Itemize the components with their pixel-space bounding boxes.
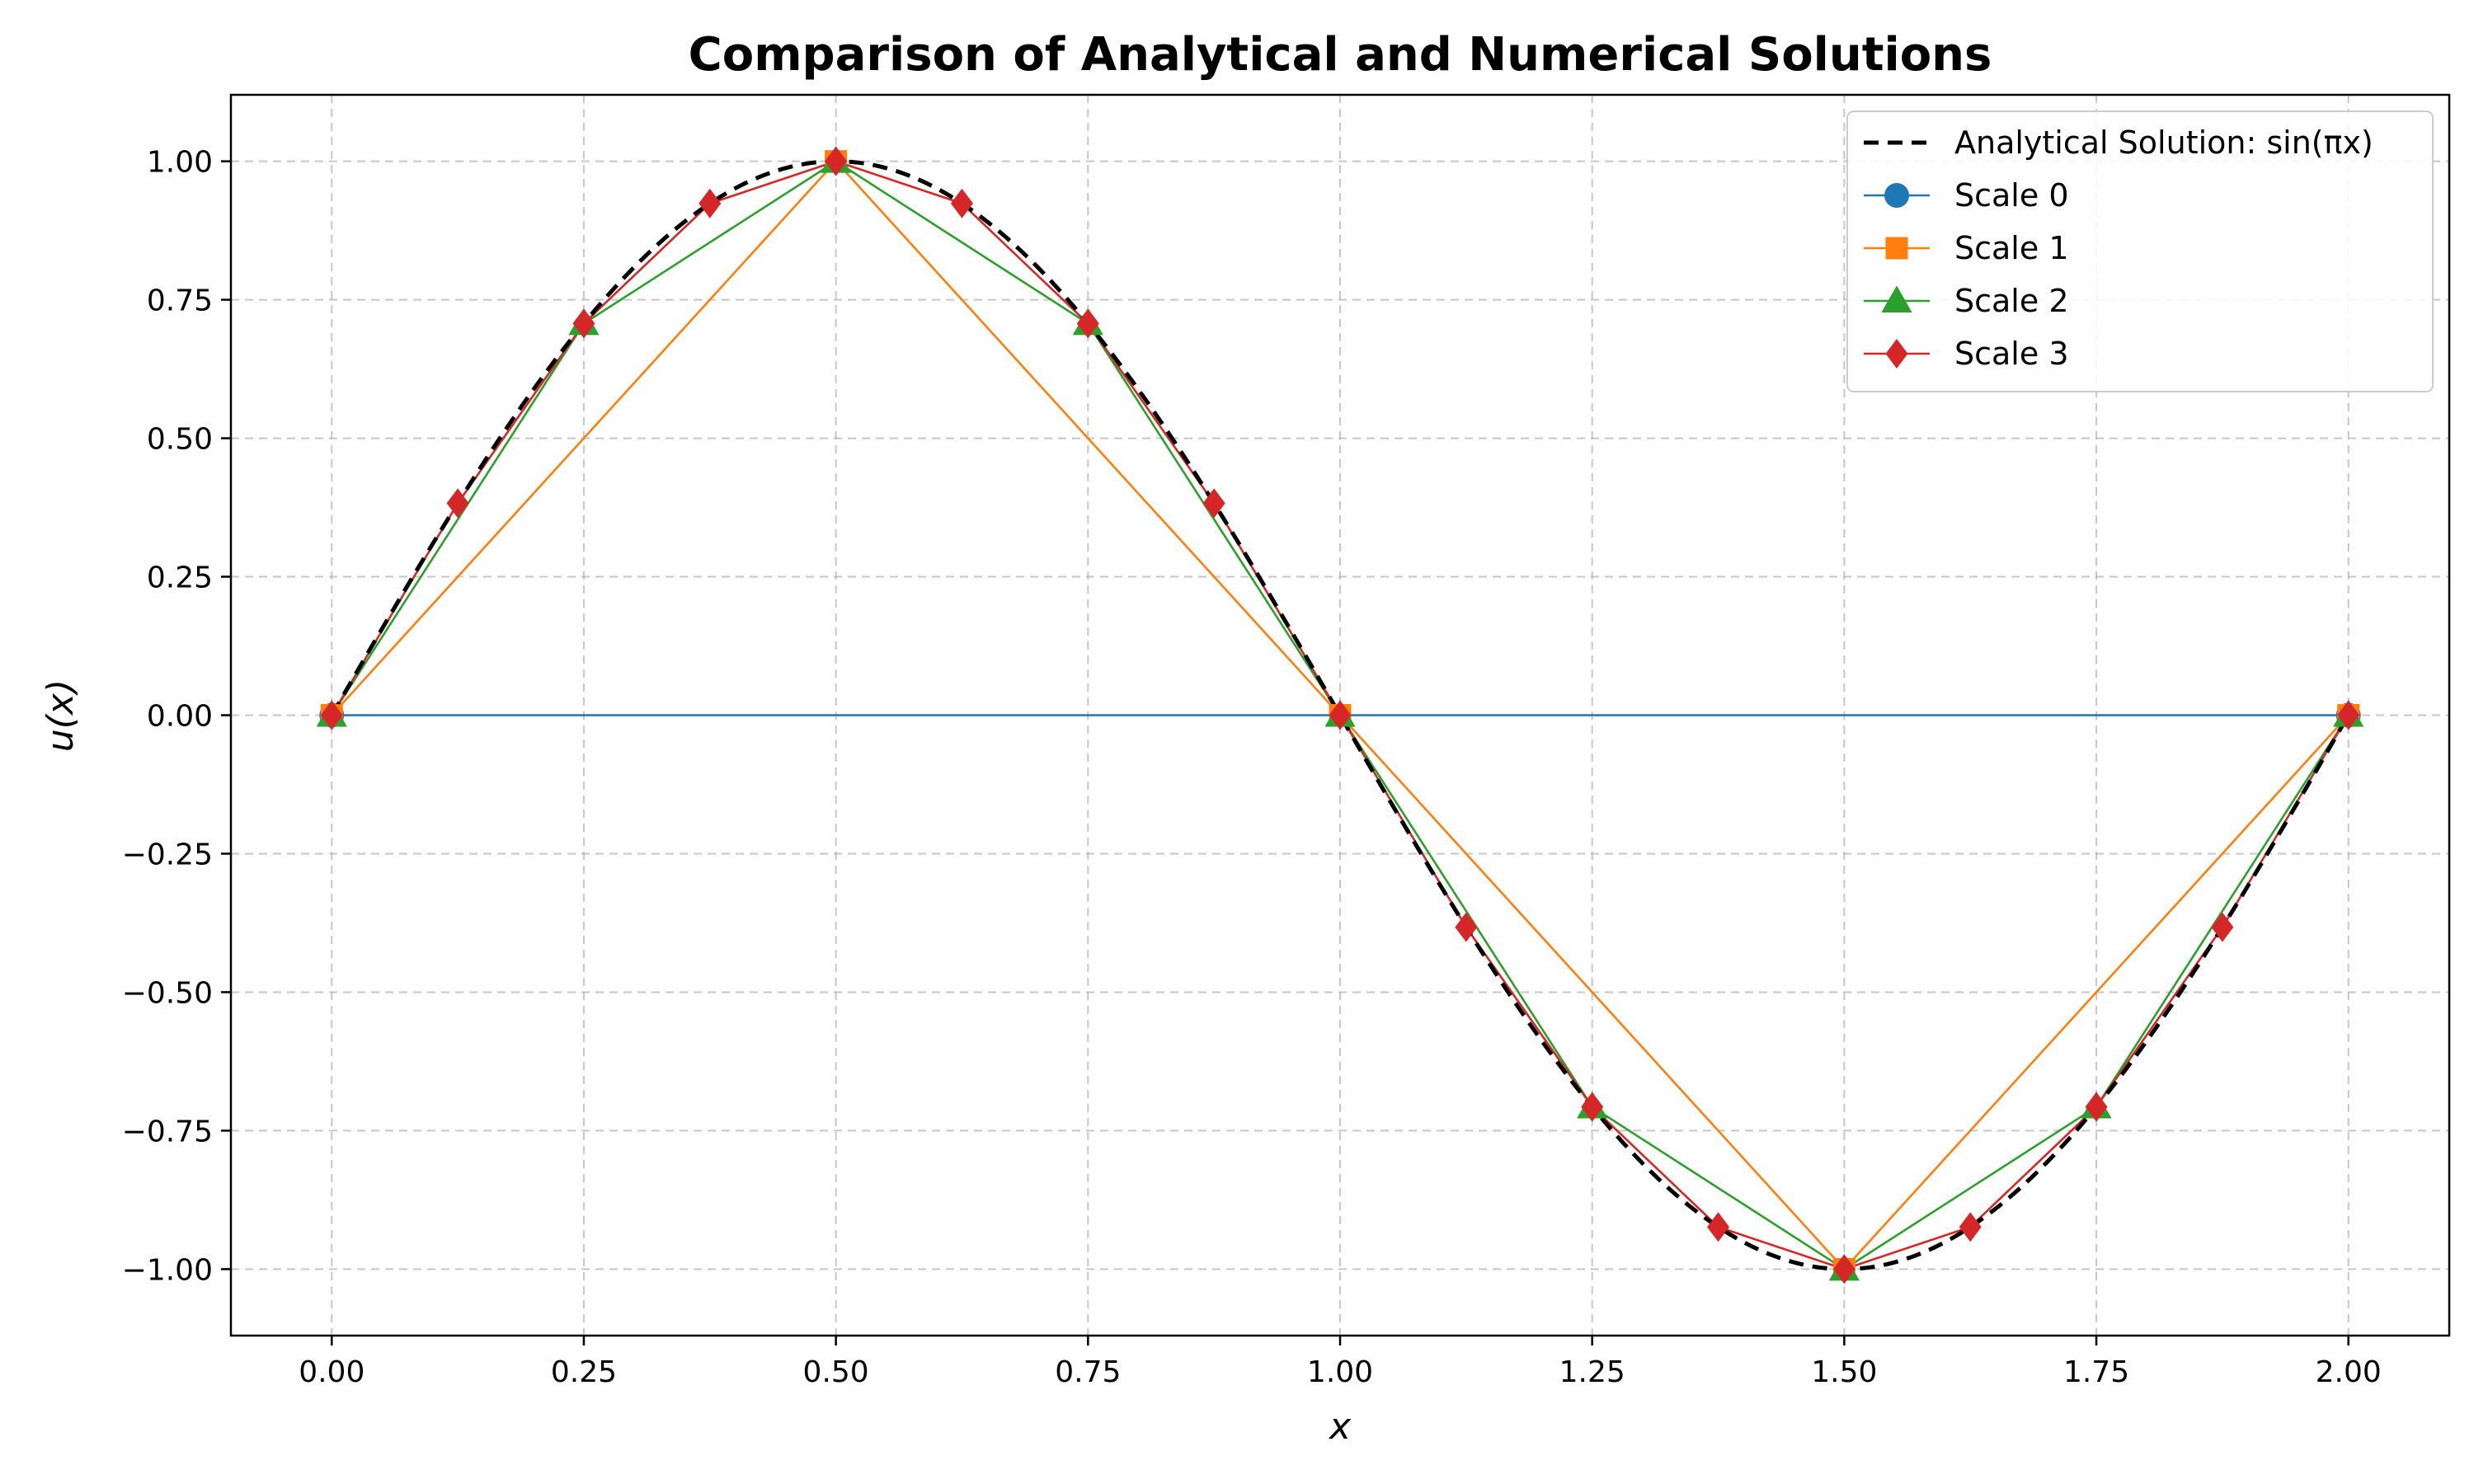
x-tick-label: 1.25 (1559, 1355, 1625, 1389)
legend-swatch-marker (1884, 183, 1909, 208)
y-tick-label: 0.25 (147, 561, 213, 595)
x-tick-label: 2.00 (2316, 1355, 2382, 1389)
y-tick-label: −0.75 (122, 1115, 213, 1148)
x-tick-label: 1.00 (1307, 1355, 1373, 1389)
y-tick-label: 0.00 (147, 700, 213, 734)
legend-label: Scale 0 (1954, 177, 2069, 214)
legend-label: Analytical Solution: sin(πx) (1954, 124, 2373, 161)
point-scale-3 (572, 308, 595, 339)
point-scale-3 (1581, 1092, 1604, 1122)
point-scale-3 (1329, 700, 1352, 730)
x-tick-label: 1.75 (2063, 1355, 2129, 1389)
x-tick-label: 0.75 (1055, 1355, 1121, 1389)
point-scale-3 (1202, 488, 1225, 519)
point-scale-3 (2337, 700, 2360, 730)
point-scale-3 (825, 146, 848, 176)
chart-title: Comparison of Analytical and Numerical S… (689, 28, 1992, 82)
y-axis-label: u(x) (40, 679, 82, 752)
point-scale-3 (698, 188, 722, 218)
point-scale-3 (950, 188, 973, 218)
y-tick-label: 0.50 (147, 423, 213, 457)
legend-label: Scale 2 (1954, 283, 2069, 319)
point-scale-3 (1707, 1212, 1730, 1242)
legend-label: Scale 1 (1954, 230, 2069, 266)
point-scale-3 (1455, 912, 1478, 942)
legend-swatch-marker (1881, 285, 1912, 312)
y-tick-label: 1.00 (147, 146, 213, 180)
legend-swatch-marker (1885, 237, 1908, 260)
point-scale-3 (1832, 1254, 1856, 1284)
y-tick-label: −0.50 (122, 976, 213, 1010)
axis-ticks: 0.00 0.25 0.50 0.75 1.00 1.25 1.50 1.75 2.00 1.00… (122, 146, 2382, 1389)
point-scale-3 (1076, 308, 1099, 339)
y-tick-label: −1.00 (122, 1253, 213, 1287)
legend-box (1846, 110, 2434, 392)
y-tick-label: −0.25 (122, 838, 213, 871)
x-tick-label: 0.50 (803, 1355, 869, 1389)
legend: Analytical Solution: sin(πx) Scale 0 Scale… (1846, 110, 2434, 392)
plot-area (316, 146, 2364, 1284)
point-scale-3 (2085, 1092, 2108, 1122)
analytical-line (330, 159, 2350, 1271)
point-scale-3 (320, 700, 343, 730)
y-tick-label: 0.75 (147, 284, 213, 318)
x-tick-label: 0.25 (551, 1355, 617, 1389)
x-tick-label: 0.00 (299, 1355, 365, 1389)
point-scale-3 (446, 488, 469, 519)
legend-swatch-marker (1885, 339, 1908, 369)
point-scale-3 (2211, 912, 2234, 942)
point-scale-3 (1959, 1212, 1982, 1242)
x-axis-label: x (1328, 1406, 1352, 1448)
legend-label: Scale 3 (1954, 336, 2069, 372)
x-tick-label: 1.50 (1811, 1355, 1877, 1389)
